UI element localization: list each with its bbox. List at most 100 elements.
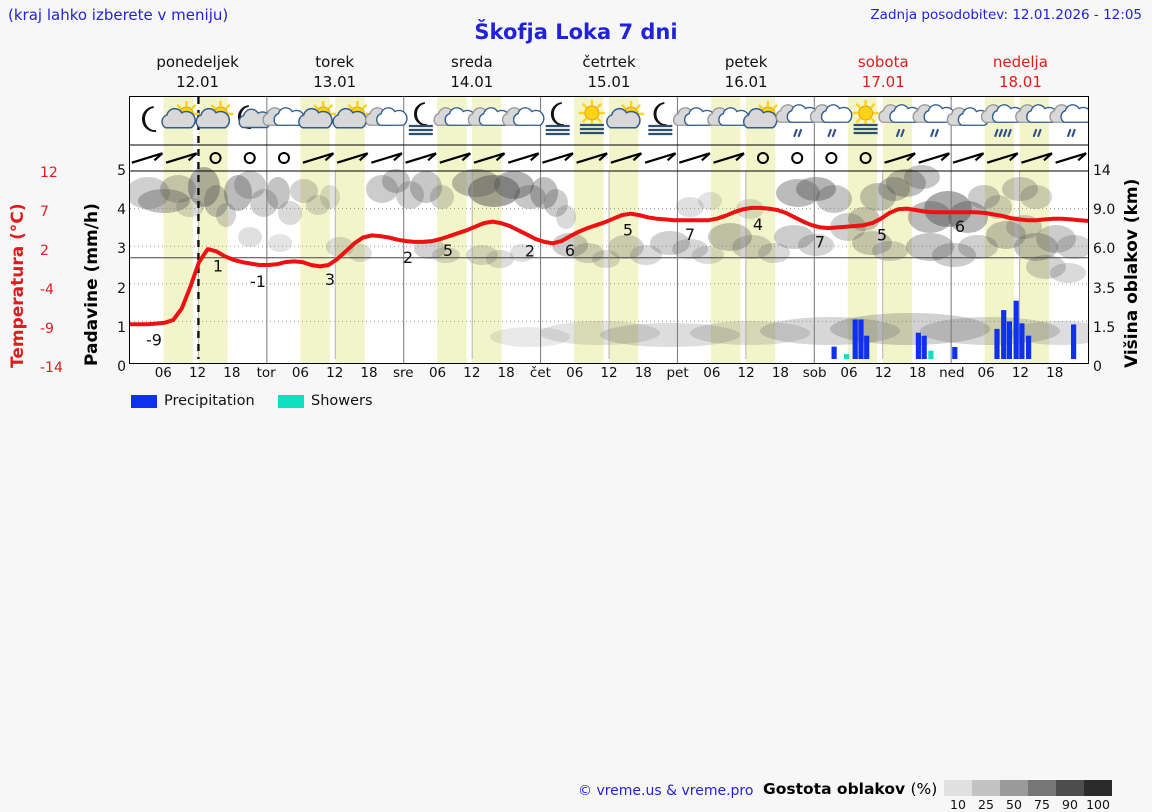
credit-text[interactable]: © vreme.us & vreme.pro (578, 783, 754, 799)
axis-tick: 0 (117, 359, 126, 375)
wind-barb (859, 152, 872, 164)
svg-text:3: 3 (325, 270, 335, 289)
axis-tick: 3.5 (1093, 280, 1116, 297)
time-tick-label: 12 (188, 365, 207, 381)
wind-barb (884, 152, 916, 164)
density-step-label: 100 (1086, 797, 1110, 812)
day-name: ponedeljek (156, 53, 239, 71)
axis-tick: 12 (40, 165, 58, 181)
legend-showers-label: Showers (311, 393, 373, 409)
time-tick-label: 12 (600, 365, 618, 381)
weather-icon-sun-cloud (332, 100, 371, 129)
time-tick-label: 06 (154, 365, 172, 381)
weather-icon-sun-fog (578, 99, 606, 135)
weather-icon-moon-fog (408, 102, 433, 136)
day-date: 16.01 (724, 73, 768, 91)
weather-icon-sun-cloud (742, 100, 782, 129)
time-tick-label: 18 (223, 365, 241, 381)
location-hint: (kraj lahko izberete v meniju) (8, 6, 229, 24)
time-tick-label: 06 (291, 365, 310, 381)
wind-barb (542, 152, 574, 164)
day-name: torek (315, 53, 355, 71)
time-tick-label: 06 (703, 365, 721, 381)
time-tick-label: 18 (360, 365, 378, 381)
day-header-3: četrtek 15.01 (540, 52, 677, 94)
density-swatch (972, 780, 1000, 796)
day-name: nedelja (992, 53, 1048, 71)
day-header-1: torek 13.01 (266, 52, 403, 94)
wind-barb (405, 152, 437, 164)
svg-text:7: 7 (685, 225, 695, 244)
day-name: sreda (451, 53, 493, 71)
wind-barb (165, 152, 198, 164)
time-tick-label: 12 (1011, 365, 1030, 381)
weather-icon-sun-fog (852, 99, 879, 135)
day-header-5: sobota 17.01 (815, 52, 952, 94)
wind-barb (576, 152, 608, 164)
day-header-4: petek 16.01 (678, 52, 815, 94)
axis-tick: 1.5 (1093, 319, 1116, 336)
svg-text:7: 7 (815, 232, 825, 251)
svg-text:2: 2 (403, 248, 413, 267)
axis-tick: 6.0 (1093, 241, 1116, 258)
legend-showers: Showers (278, 393, 373, 409)
showers-swatch (278, 394, 304, 408)
day-date: 18.01 (998, 73, 1042, 91)
weather-icon-cloud (501, 107, 545, 126)
axis-tick: 0 (1093, 359, 1102, 375)
weather-icon-cloud (707, 107, 750, 126)
weather-icon-sun-cloud (161, 100, 200, 129)
time-tick-label: 18 (634, 365, 652, 381)
cloud-density-scale (944, 780, 1112, 796)
axis-tick: -14 (40, 360, 63, 376)
density-step-label: 50 (1006, 797, 1022, 812)
cloud-density-title: Gostota oblakov (763, 780, 906, 798)
time-tick-label: sob (802, 365, 827, 381)
svg-text:-9: -9 (146, 331, 162, 350)
weather-icon-moon (142, 106, 157, 132)
time-tick-label: 18 (771, 365, 790, 381)
svg-text:6: 6 (955, 217, 965, 236)
time-tick-label: čet (529, 365, 551, 381)
wind-barb (209, 152, 222, 164)
time-tick-label: 06 (428, 365, 447, 381)
wind-barb (370, 152, 403, 164)
axis-tick: -9 (40, 321, 54, 337)
meteogram-plot[interactable]: -9 1 -1 3 2 5 2 6 5 7 4 7 5 6 (129, 96, 1089, 364)
time-tick-label: 06 (566, 365, 584, 381)
axis-tick: 14 (1093, 163, 1111, 179)
precipitation-axis-title: Padavine (mm/h) (82, 203, 102, 366)
weather-icon-cloud (262, 107, 305, 126)
legend-precipitation-label: Precipitation (164, 393, 255, 409)
time-tick-label: tor (256, 365, 276, 381)
day-date: 12.01 (176, 73, 220, 91)
axis-tick: 1 (117, 319, 126, 336)
day-date: 17.01 (861, 73, 905, 91)
weather-icon-cloud-rain (912, 104, 956, 138)
wind-barb (952, 152, 985, 164)
svg-text:2: 2 (525, 242, 535, 261)
svg-text:5: 5 (443, 241, 453, 260)
axis-tick: -4 (40, 282, 54, 298)
last-update-text: Zadnja posodobitev: 12.01.2026 - 12:05 (870, 7, 1142, 23)
page-title: Škofja Loka 7 dni (474, 20, 678, 44)
time-tick-label: 12 (463, 365, 481, 381)
precipitation-axis-ticks: 5 4 3 2 1 0 (104, 160, 126, 375)
time-tick-label: 18 (497, 365, 515, 381)
time-tick-label: sre (392, 365, 414, 381)
wind-barb (336, 152, 369, 164)
axis-tick: 4 (117, 202, 126, 219)
wind-barb (131, 152, 164, 164)
wind-barb (243, 152, 256, 164)
day-header-row: ponedeljek 12.01 torek 13.01 sreda 14.01 četrt… (129, 52, 1089, 94)
density-swatch (944, 780, 972, 796)
axis-tick: 7 (40, 204, 49, 220)
wind-barb (1055, 152, 1087, 164)
density-step-label: 25 (978, 797, 994, 812)
day-header-2: sreda 14.01 (403, 52, 540, 94)
cloud-density-label: Gostota oblakov (%) (763, 780, 937, 798)
day-name: petek (724, 53, 768, 71)
cloud-height-axis-ticks: 14 9.0 6.0 3.5 1.5 0 (1093, 160, 1133, 375)
weather-icon-cloud (467, 107, 511, 126)
density-swatch (1028, 780, 1056, 796)
